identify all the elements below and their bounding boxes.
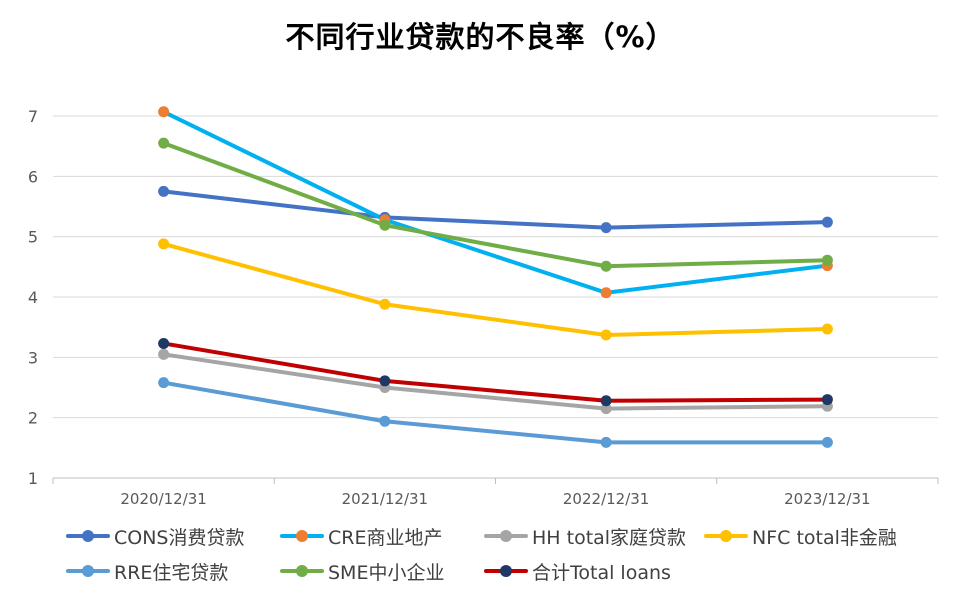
- legend-marker: [720, 530, 732, 542]
- y-tick-label: 2: [28, 409, 38, 428]
- data-point: [821, 254, 833, 266]
- legend-marker: [500, 530, 512, 542]
- series-line: [161, 380, 830, 445]
- legend-item: 合计Total loans: [484, 559, 671, 584]
- legend-swatch: [280, 564, 324, 578]
- legend-label: HH total家庭贷款: [532, 526, 687, 549]
- series-line: [161, 141, 830, 269]
- data-point: [379, 415, 391, 427]
- data-point: [821, 394, 833, 406]
- data-point: [158, 348, 170, 360]
- data-point: [600, 260, 612, 272]
- legend-swatch: [280, 529, 324, 543]
- legend-item: SME中小企业: [280, 559, 445, 584]
- data-point: [158, 377, 170, 389]
- legend-item: HH total家庭贷款: [484, 524, 687, 549]
- legend-swatch: [66, 529, 110, 543]
- legend-item: CONS消费贷款: [66, 524, 245, 549]
- data-point: [600, 403, 612, 415]
- data-point: [379, 375, 391, 387]
- data-point: [158, 185, 170, 197]
- chart-title: 不同行业贷款的不良率（%）: [285, 20, 676, 54]
- data-point: [821, 216, 833, 228]
- legend-marker: [296, 565, 308, 577]
- data-point: [158, 337, 170, 349]
- series-line: [161, 109, 830, 295]
- y-tick-label: 4: [28, 288, 38, 307]
- x-tick-label: 2021/12/31: [342, 490, 428, 508]
- series-line: [161, 341, 830, 403]
- legend-label: RRE住宅贷款: [114, 561, 229, 584]
- y-tick-label: 7: [28, 107, 38, 126]
- data-point: [821, 323, 833, 335]
- data-point: [158, 106, 170, 118]
- data-point: [158, 137, 170, 149]
- gridlines: [53, 115, 938, 419]
- legend-swatch: [704, 529, 748, 543]
- legend-item: RRE住宅贷款: [66, 559, 229, 584]
- y-tick-label: 1: [28, 469, 38, 488]
- x-tick-label: 2022/12/31: [563, 490, 649, 508]
- x-tick-label: 2023/12/31: [784, 490, 870, 508]
- data-point: [600, 329, 612, 341]
- y-tick-label: 6: [28, 167, 38, 186]
- legend-label: CRE商业地产: [328, 526, 443, 549]
- y-tick-label: 3: [28, 348, 38, 367]
- legend-label: 合计Total loans: [532, 561, 671, 584]
- data-point: [821, 436, 833, 448]
- legend-marker: [82, 565, 94, 577]
- series-line: [161, 241, 830, 338]
- data-point: [158, 238, 170, 250]
- legend-swatch: [484, 564, 528, 578]
- series-line: [161, 189, 830, 230]
- legend-swatch: [66, 564, 110, 578]
- legend-label: SME中小企业: [328, 561, 445, 584]
- x-tick-label: 2020/12/31: [120, 490, 206, 508]
- legend-item: NFC total非金融: [704, 524, 897, 549]
- data-point: [600, 395, 612, 407]
- axes: 1 2 3 4 5 6 7 2020/12/31 2021/12/31 2022/12/31 202…: [28, 107, 939, 508]
- legend-marker: [500, 565, 512, 577]
- series-lines: [158, 106, 833, 448]
- legend-label: NFC total非金融: [752, 526, 897, 549]
- data-point: [600, 222, 612, 234]
- legend-marker: [82, 530, 94, 542]
- y-tick-label: 5: [28, 228, 38, 247]
- series-line: [161, 352, 830, 411]
- data-point: [600, 287, 612, 299]
- legend-label: CONS消费贷款: [114, 526, 245, 549]
- data-point: [600, 436, 612, 448]
- legend-item: CRE商业地产: [280, 524, 443, 549]
- data-point: [379, 219, 391, 231]
- legend-swatch: [484, 529, 528, 543]
- data-point: [379, 298, 391, 310]
- legend-marker: [296, 530, 308, 542]
